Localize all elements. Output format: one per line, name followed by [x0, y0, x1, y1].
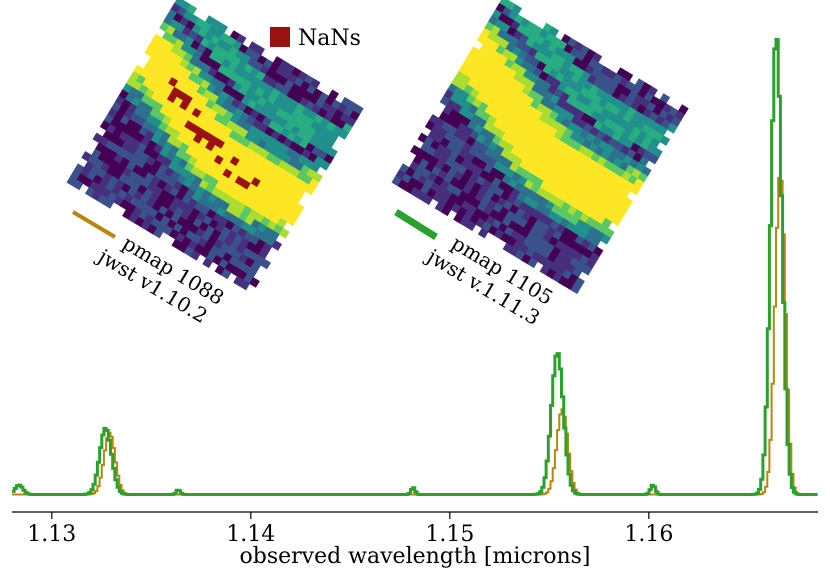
map-pixel — [189, 249, 201, 261]
map-pixel — [286, 215, 297, 227]
inset-line-pmap-1088 — [71, 210, 117, 239]
x-tick-label-1: 1.14 — [226, 522, 275, 547]
map-pixel — [271, 240, 283, 251]
map-pixel — [648, 153, 660, 165]
x-axis-title: observed wavelength [microns] — [240, 544, 591, 569]
map-pixel — [278, 227, 290, 239]
map-pixel — [72, 179, 84, 191]
map-pixel — [103, 198, 115, 209]
map-pixel — [260, 258, 271, 270]
map-pixel — [581, 264, 593, 276]
spectrum-plot: 1.13 1.14 1.15 1.16 — [12, 37, 818, 547]
map-pixel — [440, 205, 452, 217]
x-tick-label-3: 1.16 — [624, 522, 673, 547]
series-pmap-1105 — [12, 37, 818, 496]
map-pixel — [202, 257, 213, 269]
map-pixel — [249, 277, 260, 288]
map-pixel — [465, 220, 477, 232]
map-pixel — [659, 135, 671, 146]
inset-line-pmap-1105 — [394, 209, 438, 240]
map-pixel — [629, 184, 641, 196]
inset-map-pmap-1088 — [66, 0, 364, 291]
map-pixel — [570, 283, 582, 295]
inset-map-pmap-1105 — [391, 0, 689, 295]
map-pixel — [338, 129, 349, 140]
map-pixel — [477, 227, 489, 239]
map-pixel — [152, 227, 164, 239]
x-tick-label-0: 1.13 — [27, 522, 76, 547]
map-pixel — [422, 194, 434, 206]
map-pixel — [304, 184, 316, 196]
map-pixel — [220, 268, 232, 280]
nans-legend-swatch — [270, 27, 290, 47]
map-pixel — [666, 122, 678, 134]
map-pixel — [239, 279, 250, 291]
map-pixel — [527, 257, 538, 269]
map-pixel — [611, 215, 622, 227]
map-pixel — [319, 159, 331, 171]
map-pixel — [600, 233, 611, 245]
x-tick-label-2: 1.15 — [425, 522, 474, 547]
nans-legend-label: NaNs — [298, 26, 361, 51]
